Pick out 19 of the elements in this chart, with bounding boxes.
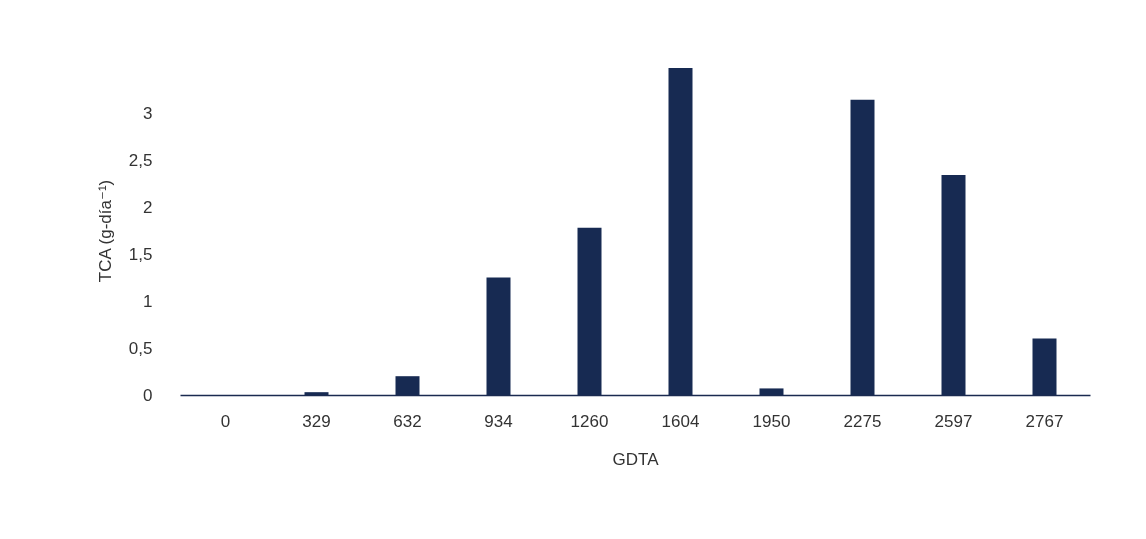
x-tick-label: 1260 — [570, 411, 609, 431]
y-axis-title: TCA (g-día⁻¹) — [95, 179, 115, 283]
x-tick-label: 2767 — [1025, 411, 1064, 431]
y-tick-label: 2,5 — [128, 150, 153, 170]
y-tick-label: 2 — [143, 197, 153, 217]
y-tick-label: 1 — [143, 291, 153, 311]
x-axis-title: GDTA — [612, 449, 660, 469]
y-tick-label: 1,5 — [128, 244, 153, 264]
x-tick-label: 934 — [484, 411, 513, 431]
y-tick-label: 3 — [143, 103, 153, 123]
x-tick-label: 632 — [393, 411, 422, 431]
x-tick-label: 2597 — [934, 411, 973, 431]
y-tick-label: 0 — [143, 385, 153, 405]
x-tick-label: 2275 — [843, 411, 882, 431]
x-tick-label: 1950 — [752, 411, 791, 431]
x-tick-label: 1604 — [661, 411, 700, 431]
x-tick-label: 0 — [220, 411, 231, 431]
y-tick-label: 0,5 — [128, 338, 153, 358]
x-tick-label: 329 — [302, 411, 331, 431]
